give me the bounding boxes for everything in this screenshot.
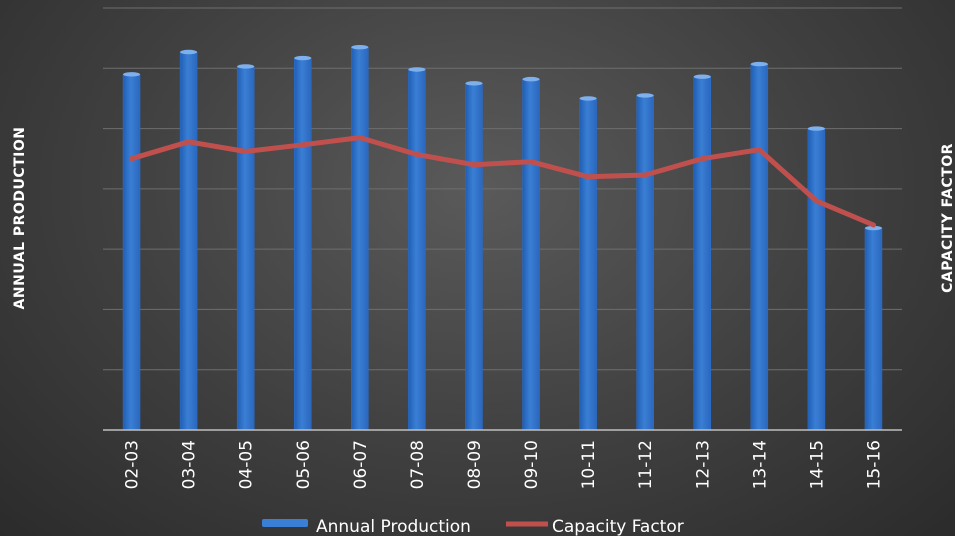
bar-top-08-09 [465, 81, 483, 86]
bar-top-11-12 [636, 93, 654, 98]
x-tick-label: 07-08 [408, 440, 428, 489]
bar-top-06-07 [351, 44, 369, 50]
bar-05-06 [294, 57, 312, 431]
bar-top-12-13 [693, 74, 711, 79]
bar-15-16 [864, 227, 883, 431]
bar-04-05 [236, 66, 255, 431]
x-tick-label: 08-09 [465, 440, 485, 489]
bar-14-15 [807, 128, 826, 431]
x-tick-label: 15-16 [864, 440, 884, 489]
bar-13-14 [750, 63, 769, 431]
x-tick-label: 03-04 [180, 440, 200, 489]
legend-label-annual-production: Annual Production [316, 517, 471, 536]
bar-top-02-03 [123, 72, 141, 77]
x-tick-label: 11-12 [636, 440, 656, 489]
y-axis-title: ANNUAL PRODUCTION [12, 127, 28, 310]
x-tick-label: 04-05 [237, 440, 257, 489]
capacity-factor-line [129, 135, 876, 228]
bar-top-15-16 [864, 225, 882, 231]
bar-top-03-04 [180, 49, 198, 55]
bar-10-11 [579, 98, 597, 431]
x-tick-label: 14-15 [807, 440, 827, 489]
bar-top-04-05 [237, 64, 255, 69]
x-tick-label: 13-14 [750, 440, 770, 489]
y2-axis-title: CAPACITY FACTOR [940, 143, 955, 293]
x-tick-label: 05-06 [294, 440, 314, 489]
x-tick-label: 02-03 [123, 440, 143, 489]
bar-top-05-06 [294, 55, 312, 61]
bar-top-13-14 [750, 61, 768, 67]
x-tick-label: 12-13 [693, 440, 713, 489]
bar-07-08 [408, 69, 426, 431]
x-tick-label: 10-11 [579, 440, 599, 489]
bar-09-10 [522, 78, 540, 431]
legend: Annual Production Capacity Factor [262, 517, 684, 536]
bar-series [122, 44, 883, 431]
legend-item-capacity-factor: Capacity Factor [506, 517, 684, 536]
bar-12-13 [693, 76, 711, 431]
bar-03-04 [179, 51, 198, 431]
legend-swatch-bar [262, 519, 308, 527]
x-tick-labels: 02-03 03-04 04-05 05-06 06-07 07-08 08-09 09-10… [123, 440, 885, 489]
bar-08-09 [465, 83, 483, 431]
bar-top-09-10 [522, 76, 540, 82]
bar-top-07-08 [408, 67, 426, 72]
bar-top-10-11 [579, 96, 597, 101]
gridlines [103, 7, 902, 371]
legend-label-capacity-factor: Capacity Factor [552, 517, 684, 536]
legend-item-annual-production: Annual Production [262, 517, 471, 536]
bar-11-12 [636, 95, 654, 431]
x-tick-label: 06-07 [351, 440, 371, 489]
x-tick-label: 09-10 [522, 440, 542, 489]
bar-top-14-15 [807, 126, 825, 131]
bar-02-03 [122, 74, 141, 431]
bar-06-07 [351, 46, 369, 431]
